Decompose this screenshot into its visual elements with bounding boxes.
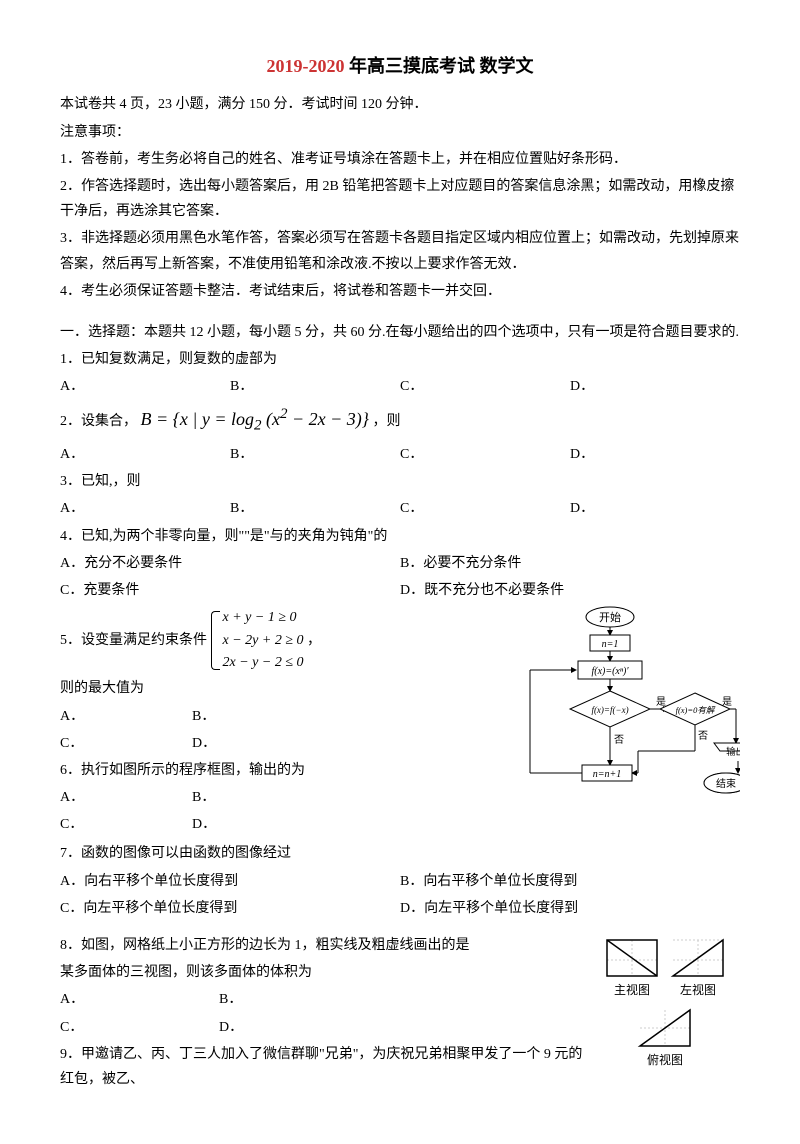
svg-text:开始: 开始	[599, 610, 621, 624]
title-red: 2019-2020	[267, 56, 345, 76]
q5-options-2: C． D．	[60, 731, 500, 756]
q7-A: A．向右平移个单位长度得到	[60, 869, 400, 894]
q5-c2: x − 2y + 2 ≥ 0	[223, 630, 304, 652]
q8-D: D．	[219, 1015, 590, 1040]
q2-formula: B = {x | y = log2 (x2 − 2x − 3)}	[141, 409, 369, 429]
svg-text:f(x)=f(−x): f(x)=f(−x)	[591, 705, 628, 715]
q8-options-1: A． B．	[60, 987, 590, 1012]
q9-text: 9．甲邀请乙、丙、丁三人加入了微信群聊"兄弟"，为庆祝兄弟相聚甲发了一个 9 元…	[60, 1042, 590, 1092]
q6-A: A．	[60, 785, 192, 810]
notice-1: 1．答卷前，考生务必将自己的姓名、准考证号填涂在答题卡上，并在相应位置贴好条形码…	[60, 147, 740, 172]
q5-text-a: 5．设变量满足约束条件	[60, 633, 207, 648]
q7-options-1: A．向右平移个单位长度得到 B．向右平移个单位长度得到	[60, 869, 740, 894]
notice-3: 3．非选择题必须用黑色水笔作答，答案必须写在答题卡各题目指定区域内相应位置上；如…	[60, 226, 740, 276]
q3-B: B．	[230, 496, 400, 521]
q7-text: 7．函数的图像可以由函数的图像经过	[60, 841, 740, 866]
svg-text:是: 是	[722, 696, 732, 708]
q8-label-left: 左视图	[669, 980, 727, 1002]
notice-2: 2．作答选择题时，选出每小题答案后，用 2B 铅笔把答题卡上对应题目的答案信息涂…	[60, 174, 740, 224]
q4-options-2: C．充要条件 D．既不充分也不必要条件	[60, 578, 740, 603]
q1-C: C．	[400, 374, 570, 399]
intro: 本试卷共 4 页，23 小题，满分 150 分．考试时间 120 分钟．	[60, 92, 740, 117]
q8-C: C．	[60, 1015, 219, 1040]
q2-line: 2．设集合， B = {x | y = log2 (x2 − 2x − 3)} …	[60, 401, 740, 440]
section-1-heading: 一．选择题：本题共 12 小题，每小题 5 分，共 60 分.在每小题给出的四个…	[60, 320, 740, 345]
q3-C: C．	[400, 496, 570, 521]
svg-text:是: 是	[656, 696, 666, 708]
svg-text:f(x)=(xⁿ)′: f(x)=(xⁿ)′	[591, 666, 629, 677]
q5-C: C．	[60, 731, 192, 756]
svg-text:否: 否	[614, 734, 624, 746]
q3-A: A．	[60, 496, 230, 521]
svg-text:n=n+1: n=n+1	[593, 769, 622, 780]
svg-text:n=1: n=1	[602, 639, 619, 650]
flowchart: 开始 n=1 f(x)=(xⁿ)′ f(x)=f(−x) 是 f(x)=0有解 …	[500, 605, 740, 825]
q8-B: B．	[219, 987, 590, 1012]
q6-C: C．	[60, 812, 192, 837]
q1-D: D．	[570, 374, 740, 399]
q5-D: D．	[192, 731, 500, 756]
q2-text-b: ，则	[372, 414, 400, 429]
svg-text:否: 否	[698, 730, 708, 742]
q8-text-b: 某多面体的三视图，则该多面体的体积为	[60, 960, 590, 985]
q7-D: D．向左平移个单位长度得到	[400, 896, 740, 921]
q5-c3: 2x − y − 2 ≤ 0	[223, 652, 304, 674]
q7-B: B．向右平移个单位长度得到	[400, 869, 740, 894]
q4-B: B．必要不充分条件	[400, 551, 740, 576]
q6-options-2: C． D．	[60, 812, 500, 837]
q5-line: 5．设变量满足约束条件 x + y − 1 ≥ 0 x − 2y + 2 ≥ 0…	[60, 607, 500, 674]
svg-text:输出n: 输出n	[726, 746, 740, 758]
q3-D: D．	[570, 496, 740, 521]
q3-text: 3．已知,，则	[60, 469, 740, 494]
three-views: 主视图 左视图 俯视图	[590, 931, 740, 1071]
svg-text:结束: 结束	[716, 777, 736, 790]
q5-text-c: 则的最大值为	[60, 676, 500, 701]
q6-text: 6．执行如图所示的程序框图，输出的为	[60, 758, 500, 783]
q1-text: 1．已知复数满足，则复数的虚部为	[60, 347, 740, 372]
title-black: 年高三摸底考试 数学文	[345, 56, 534, 76]
q8-label-top: 俯视图	[636, 1050, 694, 1072]
notice-heading: 注意事项：	[60, 120, 740, 145]
q1-options: A． B． C． D．	[60, 374, 740, 399]
q2-text-a: 2．设集合，	[60, 414, 137, 429]
q5-B: B．	[192, 704, 500, 729]
q7-C: C．向左平移个单位长度得到	[60, 896, 400, 921]
q4-A: A．充分不必要条件	[60, 551, 400, 576]
q2-options: A． B． C． D．	[60, 442, 740, 467]
q4-C: C．充要条件	[60, 578, 400, 603]
q1-A: A．	[60, 374, 230, 399]
q5-A: A．	[60, 704, 192, 729]
q4-text: 4．已知,为两个非零向量，则""是"与的夹角为钝角"的	[60, 524, 740, 549]
q8-options-2: C． D．	[60, 1015, 590, 1040]
page-title: 2019-2020 年高三摸底考试 数学文	[60, 50, 740, 82]
q2-A: A．	[60, 442, 230, 467]
q6-D: D．	[192, 812, 500, 837]
q5-c1: x + y − 1 ≥ 0	[223, 607, 304, 629]
q5-options-1: A． B．	[60, 704, 500, 729]
q8-label-main: 主视图	[603, 980, 661, 1002]
q3-options: A． B． C． D．	[60, 496, 740, 521]
q2-B: B．	[230, 442, 400, 467]
q5-text-b: ，	[307, 633, 321, 648]
q4-options-1: A．充分不必要条件 B．必要不充分条件	[60, 551, 740, 576]
q4-D: D．既不充分也不必要条件	[400, 578, 740, 603]
q2-D: D．	[570, 442, 740, 467]
q5-constraints: x + y − 1 ≥ 0 x − 2y + 2 ≥ 0 2x − y − 2 …	[211, 607, 304, 674]
q1-B: B．	[230, 374, 400, 399]
svg-text:f(x)=0有解: f(x)=0有解	[676, 705, 716, 715]
q2-C: C．	[400, 442, 570, 467]
q6-B: B．	[192, 785, 500, 810]
q8-A: A．	[60, 987, 219, 1012]
q7-options-2: C．向左平移个单位长度得到 D．向左平移个单位长度得到	[60, 896, 740, 921]
notice-4: 4．考生必须保证答题卡整洁．考试结束后，将试卷和答题卡一并交回．	[60, 279, 740, 304]
q6-options-1: A． B．	[60, 785, 500, 810]
q8-text-a: 8．如图，网格纸上小正方形的边长为 1，粗实线及粗虚线画出的是	[60, 933, 590, 958]
